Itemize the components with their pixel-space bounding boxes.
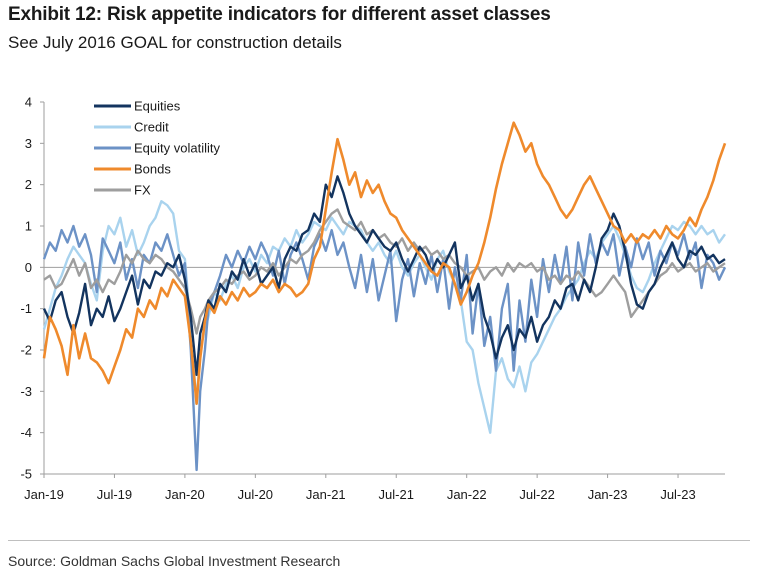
x-tick-label: Jul-22: [519, 487, 554, 502]
y-tick-label: -1: [20, 301, 32, 316]
series-line-fx: [43, 208, 726, 335]
series-lines: [42, 121, 727, 472]
x-tick-label: Jul-23: [660, 487, 695, 502]
legend-label-equity-volatility: Equity volatility: [134, 141, 220, 156]
exhibit-subtitle: See July 2016 GOAL for construction deta…: [8, 33, 342, 52]
y-tick-label: -4: [20, 425, 32, 440]
x-tick-label: Jul-21: [379, 487, 414, 502]
y-tick-label: 0: [25, 260, 32, 275]
legend: Equities Credit Equity volatility Bonds FX: [94, 99, 220, 198]
x-tick-label: Jan-22: [447, 487, 487, 502]
legend-label-equities: Equities: [134, 99, 181, 114]
risk-appetite-chart: 4 3 2 1 0 -1 -2 -3 -4 -5 Jan-19 Jul-19 Jan-20 Jul-20…: [20, 95, 727, 502]
y-tick-label: 1: [25, 219, 32, 234]
y-tick-label: 2: [25, 177, 32, 192]
y-tick-label: 4: [25, 95, 32, 110]
x-tick-label: Jan-20: [165, 487, 205, 502]
x-tick-label: Jan-21: [306, 487, 346, 502]
x-tick-label: Jul-20: [238, 487, 273, 502]
series-line-equity-volatility: [42, 224, 727, 472]
y-axis-ticks: 4 3 2 1 0 -1 -2 -3 -4 -5: [20, 95, 44, 482]
y-tick-label: -5: [20, 467, 32, 482]
y-tick-label: -2: [20, 343, 32, 358]
exhibit-title: Exhibit 12: Risk appetite indicators for…: [8, 4, 551, 25]
x-tick-label: Jan-23: [588, 487, 628, 502]
legend-label-fx: FX: [134, 183, 151, 198]
series-line-bonds: [42, 121, 727, 406]
source-note: Source: Goldman Sachs Global Investment …: [8, 553, 341, 569]
y-tick-label: -3: [20, 384, 32, 399]
x-tick-label: Jul-19: [97, 487, 132, 502]
legend-label-bonds: Bonds: [134, 162, 171, 177]
y-tick-label: 3: [25, 136, 32, 151]
x-axis-ticks: Jan-19 Jul-19 Jan-20 Jul-20 Jan-21 Jul-21 Jan-…: [24, 474, 696, 502]
series-line-credit: [42, 199, 726, 434]
footer-divider: [8, 540, 750, 541]
legend-label-credit: Credit: [134, 120, 169, 135]
x-tick-label: Jan-19: [24, 487, 64, 502]
